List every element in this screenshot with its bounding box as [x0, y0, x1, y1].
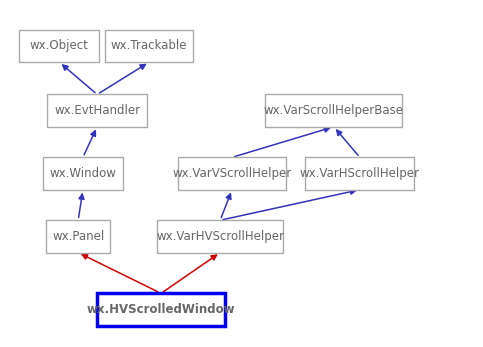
FancyBboxPatch shape	[178, 157, 286, 190]
Text: wx.Object: wx.Object	[30, 40, 89, 52]
FancyBboxPatch shape	[105, 30, 193, 62]
Text: wx.VarHVScrollHelper: wx.VarHVScrollHelper	[156, 230, 284, 243]
Text: wx.EvtHandler: wx.EvtHandler	[54, 104, 140, 117]
Text: wx.VarScrollHelperBase: wx.VarScrollHelperBase	[264, 104, 404, 117]
Text: wx.VarHScrollHelper: wx.VarHScrollHelper	[300, 167, 420, 180]
FancyBboxPatch shape	[19, 30, 99, 62]
Text: wx.Window: wx.Window	[49, 167, 116, 180]
FancyBboxPatch shape	[97, 293, 225, 326]
Text: wx.VarVScrollHelper: wx.VarVScrollHelper	[172, 167, 292, 180]
FancyBboxPatch shape	[47, 94, 147, 127]
FancyBboxPatch shape	[46, 220, 110, 253]
Text: wx.HVScrolledWindow: wx.HVScrolledWindow	[87, 303, 235, 316]
Text: wx.Panel: wx.Panel	[52, 230, 104, 243]
FancyBboxPatch shape	[157, 220, 283, 253]
Text: wx.Trackable: wx.Trackable	[111, 40, 187, 52]
FancyBboxPatch shape	[305, 157, 414, 190]
FancyBboxPatch shape	[265, 94, 402, 127]
FancyBboxPatch shape	[43, 157, 123, 190]
